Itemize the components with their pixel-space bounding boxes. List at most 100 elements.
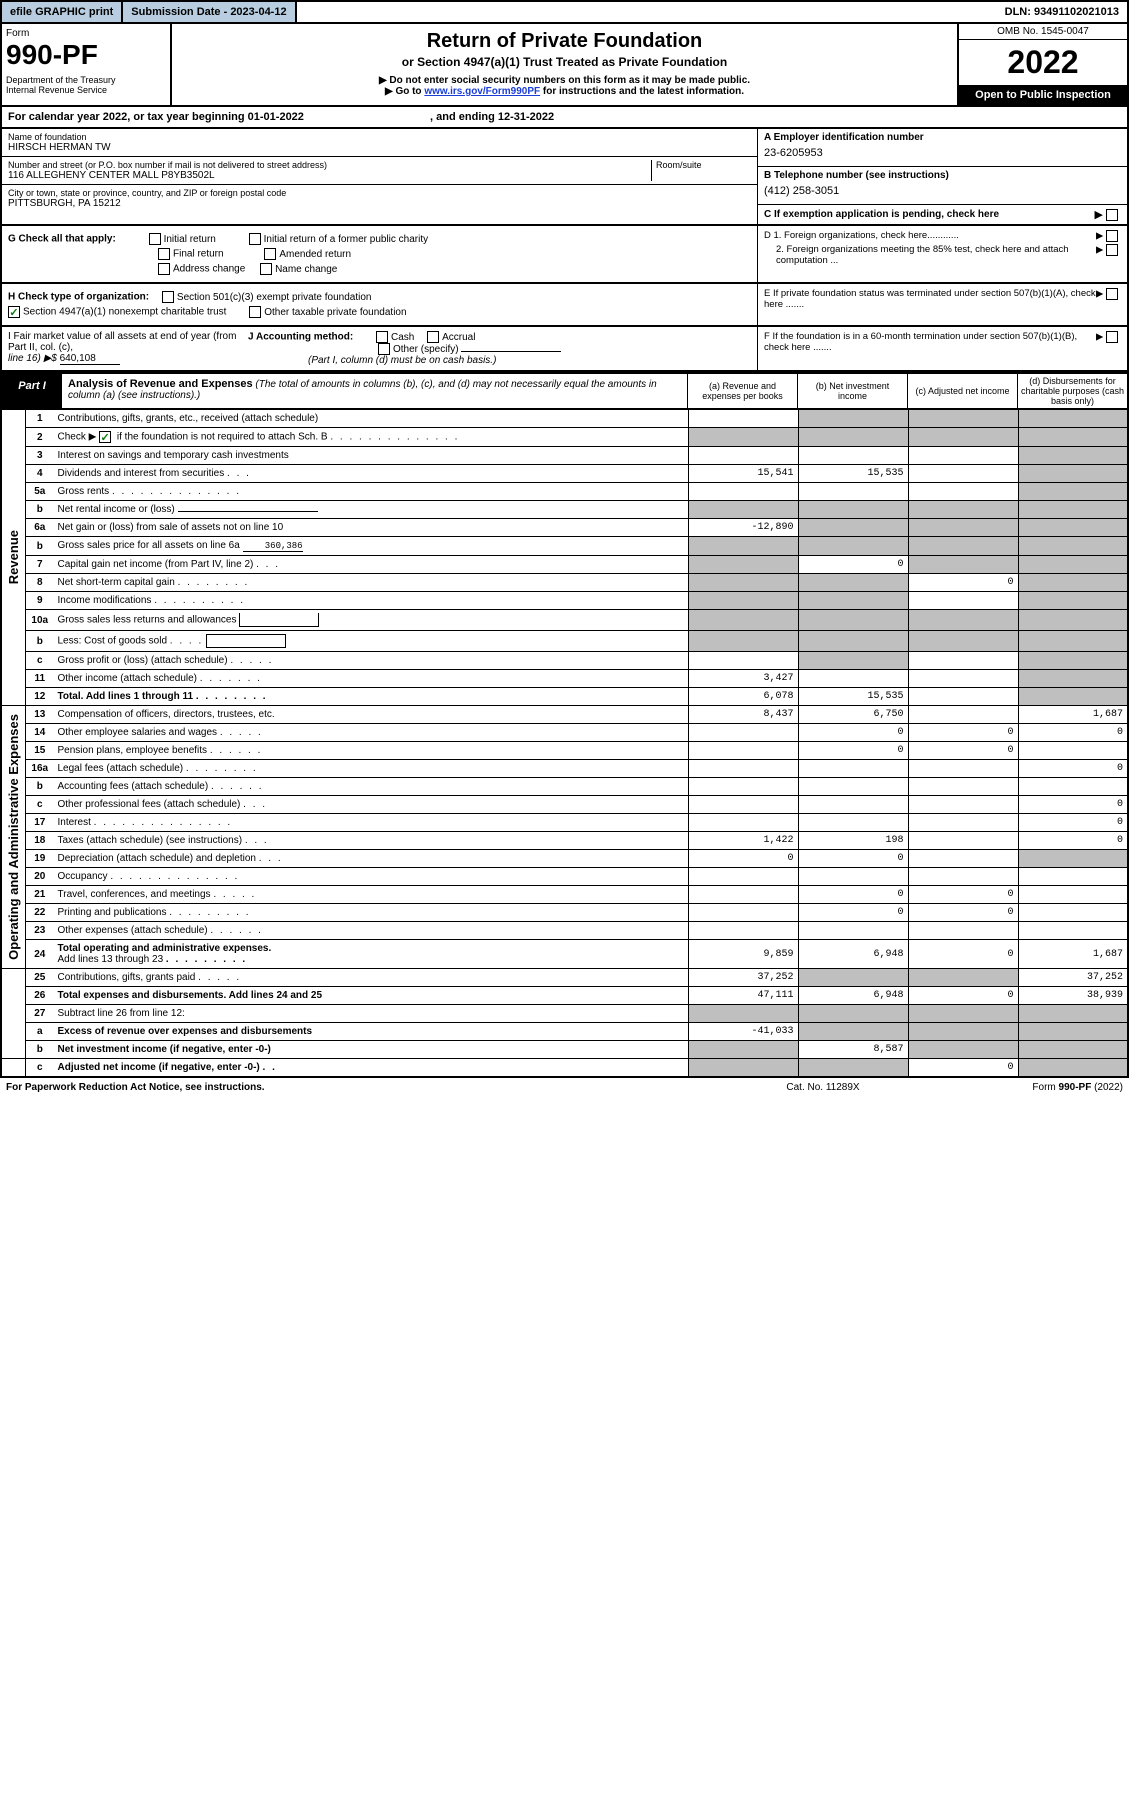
val-13a: 8,437 bbox=[688, 706, 798, 724]
f-label: F If the foundation is in a 60-month ter… bbox=[764, 331, 1096, 366]
accrual-cb[interactable] bbox=[427, 331, 439, 343]
addr-change-cb[interactable] bbox=[158, 263, 170, 275]
ein-label: A Employer identification number bbox=[764, 132, 1121, 143]
foundation-addr: 116 ALLEGHENY CENTER MALL P8YB3502L bbox=[8, 170, 651, 181]
note-ssn: ▶ Do not enter social security numbers o… bbox=[178, 75, 951, 86]
name-change-cb[interactable] bbox=[260, 263, 272, 275]
val-22c: 0 bbox=[908, 904, 1018, 922]
val-13d: 1,687 bbox=[1018, 706, 1128, 724]
form-number: 990-PF bbox=[6, 39, 166, 71]
phone-label: B Telephone number (see instructions) bbox=[764, 170, 1121, 181]
s501-label: Section 501(c)(3) exempt private foundat… bbox=[177, 292, 372, 303]
part1-header: Part I Analysis of Revenue and Expenses … bbox=[0, 372, 1129, 409]
val-25d: 37,252 bbox=[1018, 969, 1128, 987]
val-21b: 0 bbox=[798, 886, 908, 904]
line-18: Taxes (attach schedule) (see instruction… bbox=[54, 832, 689, 850]
line-16c: Other professional fees (attach schedule… bbox=[54, 796, 689, 814]
ein-value: 23-6205953 bbox=[764, 143, 1121, 163]
val-16ad: 0 bbox=[1018, 760, 1128, 778]
line-24: Total operating and administrative expen… bbox=[54, 940, 689, 969]
val-26a: 47,111 bbox=[688, 987, 798, 1005]
val-18a: 1,422 bbox=[688, 832, 798, 850]
final-return-label: Final return bbox=[173, 249, 224, 260]
cal-year-begin: For calendar year 2022, or tax year begi… bbox=[8, 111, 304, 123]
submission-date: Submission Date - 2023-04-12 bbox=[123, 2, 296, 22]
val-19a: 0 bbox=[688, 850, 798, 868]
s4947-label: Section 4947(a)(1) nonexempt charitable … bbox=[23, 307, 226, 318]
line-9: Income modifications . . . . . . . . . . bbox=[54, 592, 689, 610]
other-method-cb[interactable] bbox=[378, 343, 390, 355]
line-5a: Gross rents . . . . . . . . . . . . . . bbox=[54, 483, 689, 501]
efile-badge: efile GRAPHIC print bbox=[2, 2, 123, 22]
initial-return-cb[interactable] bbox=[149, 233, 161, 245]
h-section: H Check type of organization: Section 50… bbox=[0, 284, 1129, 327]
line-27b: Net investment income (if negative, ente… bbox=[54, 1041, 689, 1059]
dept-text: Department of the Treasury Internal Reve… bbox=[6, 75, 166, 95]
val-7b: 0 bbox=[798, 556, 908, 574]
col-b-head: (b) Net investment income bbox=[797, 374, 907, 408]
line-2: Check ▶ ✓ if the foundation is not requi… bbox=[54, 428, 689, 447]
part1-desc: Analysis of Revenue and Expenses (The to… bbox=[62, 374, 687, 408]
d1-cb[interactable] bbox=[1106, 230, 1118, 242]
s4947-cb[interactable]: ✓ bbox=[8, 306, 20, 318]
j-label: J Accounting method: bbox=[248, 332, 353, 343]
line-27c: Adjusted net income (if negative, enter … bbox=[54, 1059, 689, 1078]
line-10c: Gross profit or (loss) (attach schedule)… bbox=[54, 652, 689, 670]
line-27a: Excess of revenue over expenses and disb… bbox=[54, 1023, 689, 1041]
line-14: Other employee salaries and wages . . . … bbox=[54, 724, 689, 742]
dln: DLN: 93491102021013 bbox=[997, 2, 1127, 22]
d2-label: 2. Foreign organizations meeting the 85%… bbox=[764, 244, 1096, 266]
form-title: Return of Private Foundation bbox=[178, 30, 951, 53]
line-27: Subtract line 26 from line 12: bbox=[54, 1005, 689, 1023]
val-18d: 0 bbox=[1018, 832, 1128, 850]
val-27a: -41,033 bbox=[688, 1023, 798, 1041]
amended-return-label: Amended return bbox=[279, 249, 351, 260]
f-cb[interactable] bbox=[1106, 331, 1118, 343]
line-8: Net short-term capital gain . . . . . . … bbox=[54, 574, 689, 592]
name-change-label: Name change bbox=[275, 264, 337, 275]
line-6a: Net gain or (loss) from sale of assets n… bbox=[54, 519, 689, 537]
line-11: Other income (attach schedule) . . . . .… bbox=[54, 670, 689, 688]
d1-label: D 1. Foreign organizations, check here..… bbox=[764, 230, 1096, 242]
line-12: Total. Add lines 1 through 11 . . . . . … bbox=[54, 688, 689, 706]
accrual-label: Accrual bbox=[442, 332, 475, 343]
col-c-head: (c) Adjusted net income bbox=[907, 374, 1017, 408]
calendar-year-row: For calendar year 2022, or tax year begi… bbox=[0, 107, 1129, 129]
line-7: Capital gain net income (from Part IV, l… bbox=[54, 556, 689, 574]
exemption-pending-label: C If exemption application is pending, c… bbox=[764, 209, 1094, 220]
val-27b: 8,587 bbox=[798, 1041, 908, 1059]
s501-cb[interactable] bbox=[162, 291, 174, 303]
col-d-head: (d) Disbursements for charitable purpose… bbox=[1017, 374, 1127, 408]
footer-left: For Paperwork Reduction Act Notice, see … bbox=[6, 1082, 723, 1093]
val-8c: 0 bbox=[908, 574, 1018, 592]
exemption-checkbox[interactable] bbox=[1106, 209, 1118, 221]
initial-former-cb[interactable] bbox=[249, 233, 261, 245]
d2-cb[interactable] bbox=[1106, 244, 1118, 256]
line-25: Contributions, gifts, grants paid . . . … bbox=[54, 969, 689, 987]
schb-cb[interactable]: ✓ bbox=[99, 431, 111, 443]
val-26b: 6,948 bbox=[798, 987, 908, 1005]
val-11a: 3,427 bbox=[688, 670, 798, 688]
val-25a: 37,252 bbox=[688, 969, 798, 987]
e-cb[interactable] bbox=[1106, 288, 1118, 300]
final-return-cb[interactable] bbox=[158, 248, 170, 260]
val-12a: 6,078 bbox=[688, 688, 798, 706]
val-24d: 1,687 bbox=[1018, 940, 1128, 969]
other-tax-label: Other taxable private foundation bbox=[264, 307, 406, 318]
line-26: Total expenses and disbursements. Add li… bbox=[54, 987, 689, 1005]
cash-cb[interactable] bbox=[376, 331, 388, 343]
val-16cd: 0 bbox=[1018, 796, 1128, 814]
form-subtitle: or Section 4947(a)(1) Trust Treated as P… bbox=[178, 55, 951, 69]
initial-former-label: Initial return of a former public charit… bbox=[264, 234, 429, 245]
amended-return-cb[interactable] bbox=[264, 248, 276, 260]
val-14c: 0 bbox=[908, 724, 1018, 742]
i-line-ref: line 16) ▶$ bbox=[8, 353, 57, 364]
omb-number: OMB No. 1545-0047 bbox=[959, 24, 1127, 40]
form-header: Form 990-PF Department of the Treasury I… bbox=[0, 24, 1129, 107]
line-5b: Net rental income or (loss) bbox=[54, 501, 689, 519]
other-tax-cb[interactable] bbox=[249, 306, 261, 318]
irs-link[interactable]: www.irs.gov/Form990PF bbox=[424, 86, 540, 97]
line-22: Printing and publications . . . . . . . … bbox=[54, 904, 689, 922]
val-15c: 0 bbox=[908, 742, 1018, 760]
part1-table: Revenue 1Contributions, gifts, grants, e… bbox=[0, 409, 1129, 1078]
